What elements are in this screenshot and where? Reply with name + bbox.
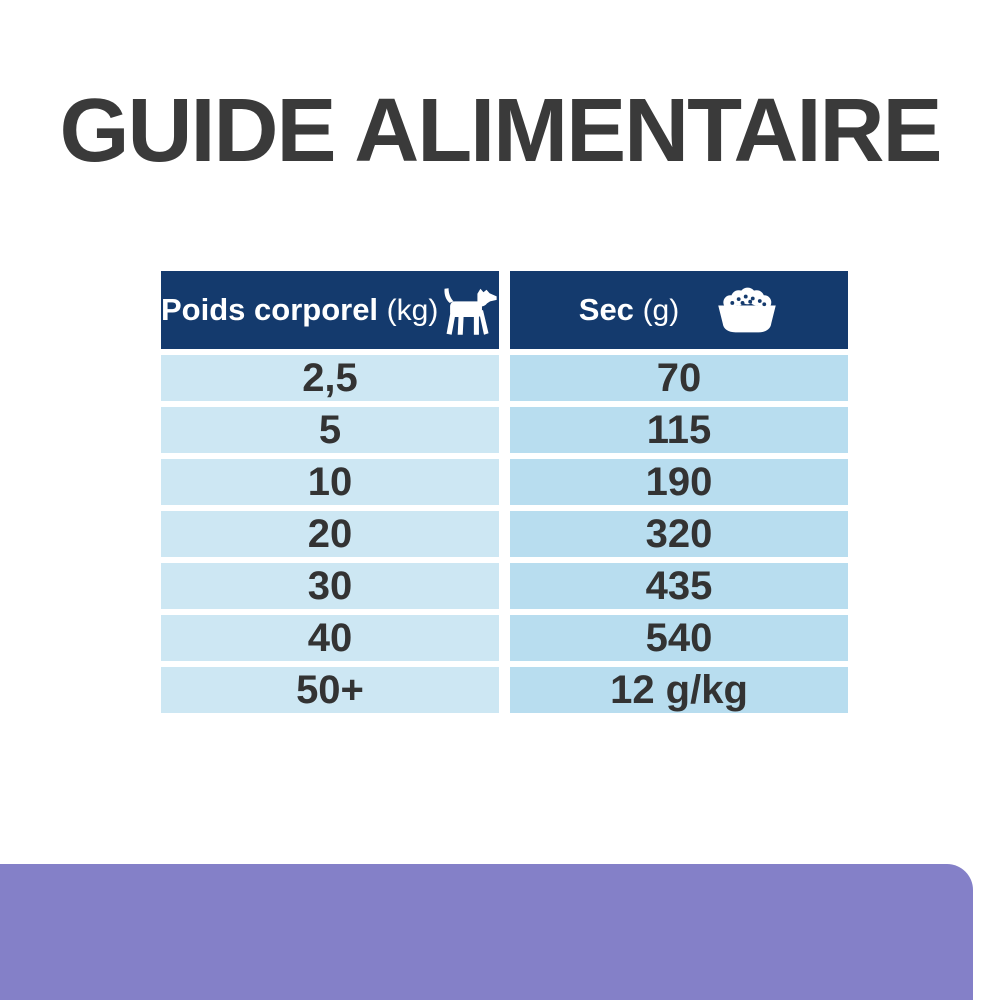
dry-header-label: Sec (g) (579, 292, 679, 328)
dry-cell: 115 (510, 407, 848, 453)
page-title: GUIDE ALIMENTAIRE (59, 81, 943, 181)
bowl-icon (718, 287, 776, 333)
footer-purple-band (0, 864, 973, 1000)
weight-cell: 20 (161, 511, 499, 557)
weight-cell: 50+ (161, 667, 499, 713)
dry-cell: 12 g/kg (510, 667, 848, 713)
dry-cell: 435 (510, 563, 848, 609)
weight-cell: 2,5 (161, 355, 499, 401)
dry-header-unit: (g) (642, 294, 680, 327)
weight-cell: 5 (161, 407, 499, 453)
column-header-weight: Poids corporel (kg) (161, 271, 499, 349)
dry-cell: 320 (510, 511, 848, 557)
weight-header-unit: (kg) (386, 294, 439, 327)
feeding-guide-table: Poids corporel (kg) Sec (g) (161, 271, 848, 713)
column-header-dry: Sec (g) (510, 271, 848, 349)
dog-icon (444, 288, 497, 335)
weight-header-label: Poids corporel (kg) (161, 292, 438, 328)
weight-cell: 40 (161, 615, 499, 661)
weight-cell: 30 (161, 563, 499, 609)
weight-cell: 10 (161, 459, 499, 505)
dry-cell: 190 (510, 459, 848, 505)
weight-header-label-bold: Poids corporel (161, 292, 379, 327)
dry-cell: 540 (510, 615, 848, 661)
dry-header-label-bold: Sec (578, 292, 634, 327)
dry-cell: 70 (510, 355, 848, 401)
